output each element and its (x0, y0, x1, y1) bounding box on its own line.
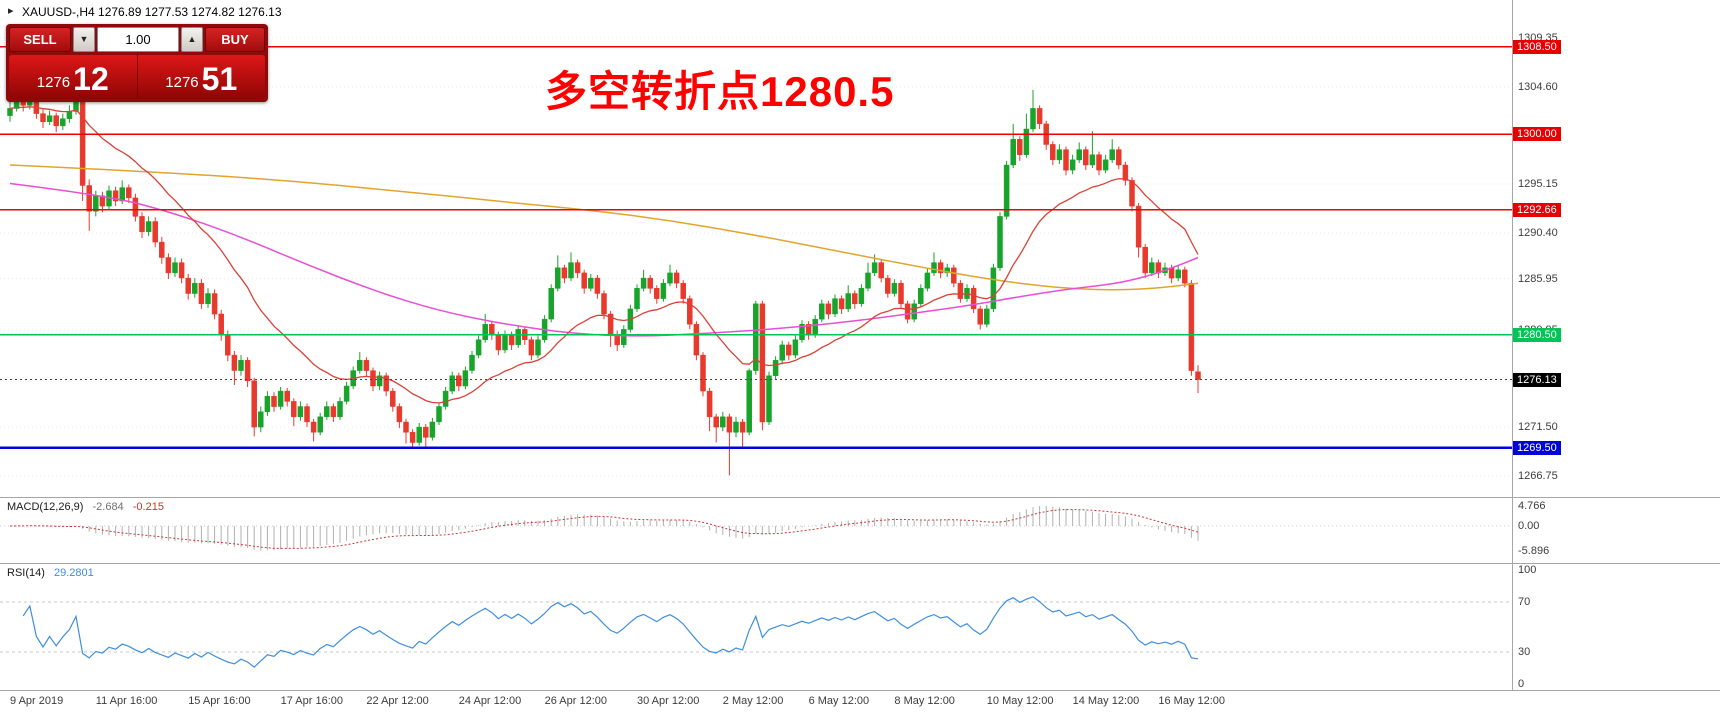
price-badge: 1280.50 (1513, 327, 1561, 342)
macd-scale-label: 4.766 (1518, 499, 1546, 512)
time-label: 15 Apr 16:00 (188, 695, 251, 707)
volume-input[interactable] (98, 28, 178, 51)
time-label: 11 Apr 16:00 (95, 695, 158, 707)
time-label: 24 Apr 12:00 (458, 695, 522, 707)
time-axis[interactable]: 9 Apr 2019 11 Apr 16:00 15 Apr 16:00 17 Apr… (0, 691, 1720, 716)
volume-box (97, 27, 179, 52)
down-candle-bodies (20, 92, 1201, 443)
time-label: 16 May 12:00 (1158, 695, 1226, 707)
volume-increase-button[interactable]: ▲ (181, 27, 203, 52)
time-label: 10 May 12:00 (986, 695, 1054, 707)
panel-separator[interactable] (0, 563, 1720, 564)
price-scale-label: 1266.75 (1518, 469, 1558, 482)
price-scale[interactable]: 1309.351304.601295.151290.401285.951280.… (1512, 0, 1720, 691)
macd-panel-canvas[interactable] (0, 498, 1512, 563)
rsi-scale-label: 0 (1518, 678, 1525, 690)
time-label: 26 Apr 12:00 (544, 695, 607, 707)
rsi-name: RSI(14) (7, 567, 45, 579)
macd-signal-value: -0.215 (132, 501, 164, 513)
bid-price-big: 12 (73, 61, 109, 97)
price-scale-border (1512, 0, 1513, 691)
chevron-up-icon: ▲ (187, 34, 197, 44)
panel-separator[interactable] (0, 690, 1720, 691)
up-candle-wicks (9, 86, 1179, 446)
time-label: 2 May 12:00 (722, 695, 784, 707)
price-badge: 1292.66 (1513, 202, 1561, 217)
price-badge: 1276.13 (1513, 372, 1561, 387)
bid-price-small: 1276 (36, 74, 71, 91)
rsi-value: 29.2801 (53, 567, 94, 579)
time-label: 8 May 12:00 (894, 695, 955, 707)
price-badge: 1308.50 (1513, 39, 1561, 54)
time-label: 6 May 12:00 (808, 695, 870, 707)
macd-scale-label: 0.00 (1518, 520, 1540, 532)
rsi-line (22, 596, 1199, 668)
symbol-ohlc-readout: XAUUSD-,H4 1276.89 1277.53 1274.82 1276.… (22, 5, 282, 19)
ask-price-small: 1276 (165, 74, 199, 91)
rsi-scale-label: 70 (1518, 595, 1531, 608)
chevron-down-icon: ▼ (79, 34, 89, 44)
price-scale-label: 1285.95 (1518, 272, 1558, 285)
time-label: 9 Apr 2019 (10, 695, 64, 707)
time-label: 30 Apr 12:00 (637, 695, 700, 707)
price-badge: 1300.00 (1513, 127, 1561, 142)
ma-fast-line (9, 106, 1199, 404)
rsi-scale-label: 30 (1518, 646, 1531, 659)
volume-decrease-button[interactable]: ▼ (73, 27, 95, 52)
price-badge: 1269.50 (1513, 440, 1561, 455)
rsi-indicator-label: RSI(14) 29.2801 (7, 567, 94, 579)
sell-button[interactable]: SELL (9, 27, 71, 52)
macd-name: MACD(12,26,9) (7, 501, 84, 513)
ma-slow-line (9, 164, 1199, 291)
macd-signal-line (9, 509, 1199, 549)
rsi-panel-canvas[interactable] (0, 564, 1512, 690)
time-label: 14 May 12:00 (1072, 695, 1140, 707)
bid-price: 1276 12 (9, 55, 137, 99)
macd-scale-label: -5.896 (1518, 544, 1550, 557)
time-label: 22 Apr 12:00 (366, 695, 429, 707)
panel-separator[interactable] (0, 497, 1720, 498)
price-scale-label: 1295.15 (1518, 177, 1558, 190)
price-scale-label: 1290.40 (1518, 226, 1558, 239)
rsi-scale-label: 100 (1518, 564, 1537, 576)
price-scale-label: 1304.60 (1518, 80, 1558, 93)
ask-price-big: 51 (201, 61, 238, 97)
time-label: 17 Apr 16:00 (280, 695, 343, 707)
one-click-trading-panel: SELL ▼ ▲ BUY 1276 12 1276 51 (6, 24, 268, 102)
one-click-toggle-icon[interactable]: ▸ (8, 5, 14, 17)
macd-indicator-label: MACD(12,26,9) -2.684 -0.215 (7, 501, 164, 513)
macd-main-value: -2.684 (92, 501, 124, 513)
macd-histogram (16, 506, 1199, 551)
price-scale-label: 1271.50 (1518, 421, 1558, 434)
ask-price: 1276 51 (136, 55, 266, 99)
chart-annotation-text: 多空转折点1280.5 (545, 68, 895, 115)
trade-controls-row: SELL ▼ ▲ BUY (9, 27, 265, 52)
quotes-row: 1276 12 1276 51 (9, 55, 265, 99)
buy-button[interactable]: BUY (205, 27, 265, 52)
